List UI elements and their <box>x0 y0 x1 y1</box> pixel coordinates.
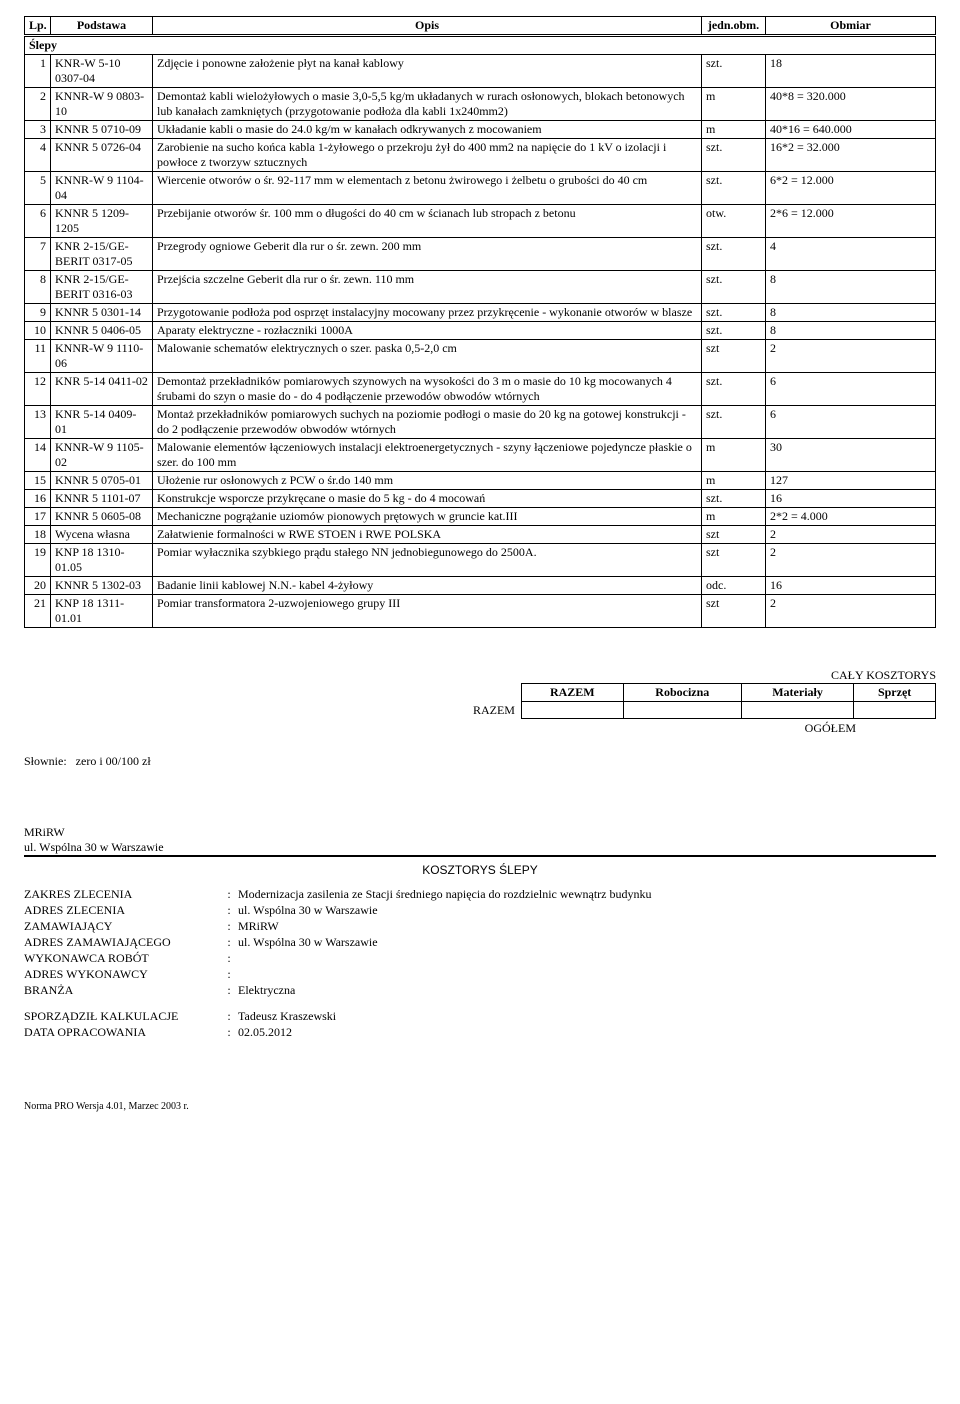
summary-rowlabel: RAZEM <box>425 702 521 719</box>
footer-text: Norma PRO Wersja 4.01, Marzec 2003 r. <box>24 1101 936 1112</box>
table-row: 20KNNR 5 1302-03Badanie linii kablowej N… <box>25 577 936 595</box>
meta-row: DATA OPRACOWANIA:02.05.2012 <box>24 1025 340 1041</box>
meta-row: BRANŻA:Elektryczna <box>24 983 656 999</box>
slownie-label: Słownie: <box>24 754 67 768</box>
col-opis: Opis <box>153 17 702 36</box>
col-jedn: jedn.obm. <box>702 17 766 36</box>
col-lp: Lp. <box>25 17 51 36</box>
table-row: 16KNNR 5 1101-07Konstrukcje wsporcze prz… <box>25 490 936 508</box>
summary-h4: Sprzęt <box>854 684 936 702</box>
meta-table-2: SPORZĄDZIŁ KALKULACJE:Tadeusz Kraszewski… <box>24 1009 340 1041</box>
table-row: 17KNNR 5 0605-08Mechaniczne pogrążanie u… <box>25 508 936 526</box>
col-podstawa: Podstawa <box>51 17 153 36</box>
col-obmiar: Obmiar <box>766 17 936 36</box>
table-row: 14KNNR-W 9 1105-02Malowanie elementów łą… <box>25 439 936 472</box>
summary-c1 <box>521 702 623 719</box>
ogolem-label: OGÓŁEM <box>24 721 936 736</box>
meta-row: ADRES WYKONAWCY: <box>24 967 656 983</box>
table-row: 15KNNR 5 0705-01Ułożenie rur osłonowych … <box>25 472 936 490</box>
summary-c2 <box>623 702 741 719</box>
table-row: 18Wycena własnaZałatwienie formalności w… <box>25 526 936 544</box>
table-row: 5KNNR-W 9 1104-04Wiercenie otworów o śr.… <box>25 172 936 205</box>
slownie-line: Słownie: zero i 00/100 zł <box>24 754 936 769</box>
meta-row: ZAKRES ZLECENIA:Modernizacja zasilenia z… <box>24 887 656 903</box>
table-row: 3KNNR 5 0710-09Układanie kabli o masie d… <box>25 121 936 139</box>
summary-header-row: RAZEM Robocizna Materiały Sprzęt <box>425 684 935 702</box>
summary-c3 <box>741 702 853 719</box>
summary-title: CAŁY KOSZTORYS <box>24 668 936 683</box>
table-row: 10KNNR 5 0406-05Aparaty elektryczne - ro… <box>25 322 936 340</box>
summary-table: RAZEM Robocizna Materiały Sprzęt RAZEM <box>425 683 936 719</box>
table-row: 19KNP 18 1310-01.05Pomiar wyłacznika szy… <box>25 544 936 577</box>
meta-row: WYKONAWCA ROBÓT: <box>24 951 656 967</box>
meta-table: ZAKRES ZLECENIA:Modernizacja zasilenia z… <box>24 887 656 999</box>
summary-h1: RAZEM <box>521 684 623 702</box>
meta-row: SPORZĄDZIŁ KALKULACJE:Tadeusz Kraszewski <box>24 1009 340 1025</box>
slownie-value: zero i 00/100 zł <box>76 754 151 768</box>
group-label: Ślepy <box>25 36 936 55</box>
org-name: MRiRW <box>24 825 936 840</box>
summary-h3: Materiały <box>741 684 853 702</box>
table-header-row: Lp. Podstawa Opis jedn.obm. Obmiar <box>25 17 936 36</box>
cost-table: Lp. Podstawa Opis jedn.obm. Obmiar Ślepy… <box>24 16 936 628</box>
meta-row: ADRES ZLECENIA:ul. Wspólna 30 w Warszawi… <box>24 903 656 919</box>
table-row: 12KNR 5-14 0411-02Demontaż przekładników… <box>25 373 936 406</box>
table-row: 8KNR 2-15/GE-BERIT 0316-03Przejścia szcz… <box>25 271 936 304</box>
table-row: 13KNR 5-14 0409-01Montaż przekładników p… <box>25 406 936 439</box>
section-title: KOSZTORYS ŚLEPY <box>24 863 936 877</box>
group-row: Ślepy <box>25 36 936 55</box>
org-block: MRiRW ul. Wspólna 30 w Warszawie <box>24 825 936 855</box>
table-row: 9KNNR 5 0301-14Przygotowanie podłoża pod… <box>25 304 936 322</box>
table-row: 6KNNR 5 1209-1205Przebijanie otworów śr.… <box>25 205 936 238</box>
meta-row: ZAMAWIAJĄCY:MRiRW <box>24 919 656 935</box>
summary-block: CAŁY KOSZTORYS RAZEM Robocizna Materiały… <box>24 668 936 736</box>
divider <box>24 855 936 857</box>
table-row: 7KNR 2-15/GE-BERIT 0317-05Przegrody ogni… <box>25 238 936 271</box>
summary-c4 <box>854 702 936 719</box>
meta-row: ADRES ZAMAWIAJĄCEGO:ul. Wspólna 30 w War… <box>24 935 656 951</box>
summary-h2: Robocizna <box>623 684 741 702</box>
table-row: 4KNNR 5 0726-04Zarobienie na sucho końca… <box>25 139 936 172</box>
table-row: 2KNNR-W 9 0803-10Demontaż kabli wielożył… <box>25 88 936 121</box>
org-addr: ul. Wspólna 30 w Warszawie <box>24 840 936 855</box>
table-row: 11KNNR-W 9 1110-06Malowanie schematów el… <box>25 340 936 373</box>
table-row: 21KNP 18 1311-01.01Pomiar transformatora… <box>25 595 936 628</box>
table-row: 1KNR-W 5-10 0307-04Zdjęcie i ponowne zał… <box>25 55 936 88</box>
summary-data-row: RAZEM <box>425 702 935 719</box>
